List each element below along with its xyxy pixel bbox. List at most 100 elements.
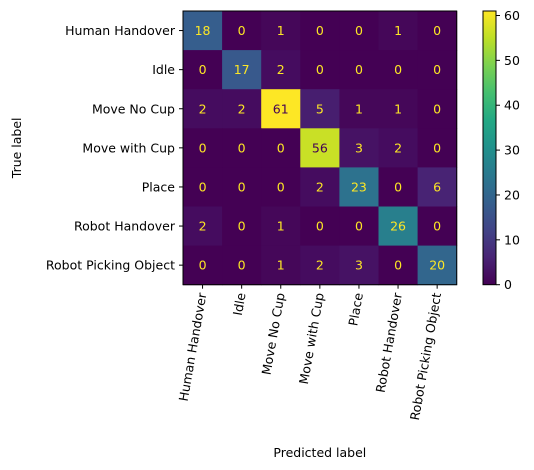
cell-value-label: 0 [238, 140, 246, 155]
x-axis-ticks: Human Handover Idle Move No Cup Move with C… [176, 284, 444, 422]
cell-value-label: 0 [433, 23, 441, 38]
cell-value-label: 0 [433, 219, 441, 234]
x-tick-label: Robot Handover [373, 291, 405, 394]
cell-value-label: 1 [394, 101, 402, 116]
cell-value-label: 20 [429, 258, 445, 273]
heatmap-cell [222, 245, 262, 286]
heatmap-cell [183, 206, 223, 247]
colorbar: 0 10 20 30 40 50 60 [482, 8, 520, 292]
heatmap-cell [222, 50, 262, 90]
cell-value-label: 0 [394, 62, 402, 77]
heatmap-cell [300, 11, 340, 51]
heatmap-cell [261, 206, 301, 247]
heatmap-cell [417, 50, 458, 90]
heatmap-cell [261, 128, 301, 168]
heatmap-cell [222, 89, 262, 129]
heatmap-cell [183, 245, 223, 286]
x-axis-title: Predicted label [273, 445, 366, 460]
cell-value-label: 3 [355, 258, 363, 273]
heatmap-cell [300, 50, 340, 90]
heatmap-cell [261, 11, 301, 51]
y-tick-label: Human Handover [65, 23, 176, 38]
cell-value-label: 0 [199, 140, 207, 155]
x-tick-label: Move No Cup [259, 292, 288, 376]
cell-value-label: 3 [355, 140, 363, 155]
heatmap-cell [300, 89, 340, 129]
cell-value-label: 0 [199, 179, 207, 194]
cell-value-label: 0 [277, 140, 285, 155]
y-tick-label: Idle [152, 62, 175, 77]
cell-value-label: 18 [195, 23, 211, 38]
cell-value-label: 2 [316, 258, 324, 273]
cell-value-label: 2 [238, 101, 246, 116]
colorbar-tick-label: 30 [504, 143, 520, 158]
cell-value-label: 0 [394, 258, 402, 273]
heatmap-cell [183, 128, 223, 168]
cell-value-label: 0 [238, 179, 246, 194]
cell-value-label: 0 [355, 219, 363, 234]
cell-value-label: 0 [433, 140, 441, 155]
heatmap-cell [378, 245, 419, 286]
colorbar-tick-label: 50 [504, 53, 520, 68]
cell-value-label: 2 [277, 62, 285, 77]
cell-value-label: 56 [312, 140, 328, 155]
heatmap-cell [339, 11, 379, 51]
x-tick-label: Human Handover [176, 291, 210, 403]
x-tick-label: Robot Picking Object [407, 292, 444, 422]
heatmap-cell [378, 128, 419, 168]
cell-value-label: 0 [433, 101, 441, 116]
cell-value-label: 0 [199, 62, 207, 77]
heatmap-cell [183, 50, 223, 90]
heatmap-cell [300, 167, 340, 207]
cell-value-label: 1 [277, 23, 285, 38]
heatmap-cell [339, 206, 379, 247]
colorbar-tick-label: 0 [504, 277, 512, 292]
cell-value-label: 2 [316, 179, 324, 194]
heatmap-cell [183, 89, 223, 129]
cell-value-label: 61 [273, 101, 289, 116]
cell-value-label: 5 [316, 101, 324, 116]
heatmap-cell [417, 245, 458, 286]
heatmap-cell [261, 245, 301, 286]
heatmap-cell [378, 50, 419, 90]
heatmap-cell [261, 167, 301, 207]
colorbar-tick-label: 20 [504, 187, 520, 202]
x-tick-label: Move with Cup [296, 292, 327, 386]
heatmap-cell [417, 206, 458, 247]
heatmap-cell [339, 89, 379, 129]
heatmap-cell [339, 50, 379, 90]
cell-value-label: 1 [277, 258, 285, 273]
heatmap-cell [339, 167, 379, 207]
heatmap-cell [378, 167, 419, 207]
x-tick-label: Idle [230, 291, 249, 316]
colorbar-tick-label: 60 [504, 8, 520, 23]
heatmap-cell [417, 89, 458, 129]
cell-value-label: 0 [238, 23, 246, 38]
heatmap-cell [378, 206, 419, 247]
cell-value-label: 0 [238, 219, 246, 234]
y-tick-label: Place [142, 179, 176, 194]
cell-value-label: 0 [433, 62, 441, 77]
heatmap-cell [261, 50, 301, 90]
heatmap-cell [300, 128, 340, 168]
cell-value-label: 0 [238, 258, 246, 273]
heatmap-cell [300, 245, 340, 286]
heatmap-cell [417, 128, 458, 168]
heatmap-cell [339, 128, 379, 168]
cell-value-label: 26 [390, 219, 406, 234]
colorbar-tick-label: 10 [504, 232, 520, 247]
heatmap-cell [378, 11, 419, 51]
heatmap-cell-labels: 18 0 1 0 0 1 00 17 2 0 0 0 02 2 61 5 1 1 00 0 0 56 3 2 00 0 0 2 23 0 6… [195, 23, 446, 273]
heatmap-cell [261, 89, 301, 129]
heatmap-cells [183, 11, 458, 286]
heatmap-cell [300, 206, 340, 247]
colorbar-tick-label: 40 [504, 98, 520, 113]
cell-value-label: 2 [394, 140, 402, 155]
y-tick-label: Robot Picking Object [46, 258, 175, 273]
cell-value-label: 0 [316, 23, 324, 38]
x-tick-label: Place [345, 291, 366, 327]
cell-value-label: 0 [316, 62, 324, 77]
cell-value-label: 0 [394, 179, 402, 194]
cell-value-label: 6 [433, 179, 441, 194]
